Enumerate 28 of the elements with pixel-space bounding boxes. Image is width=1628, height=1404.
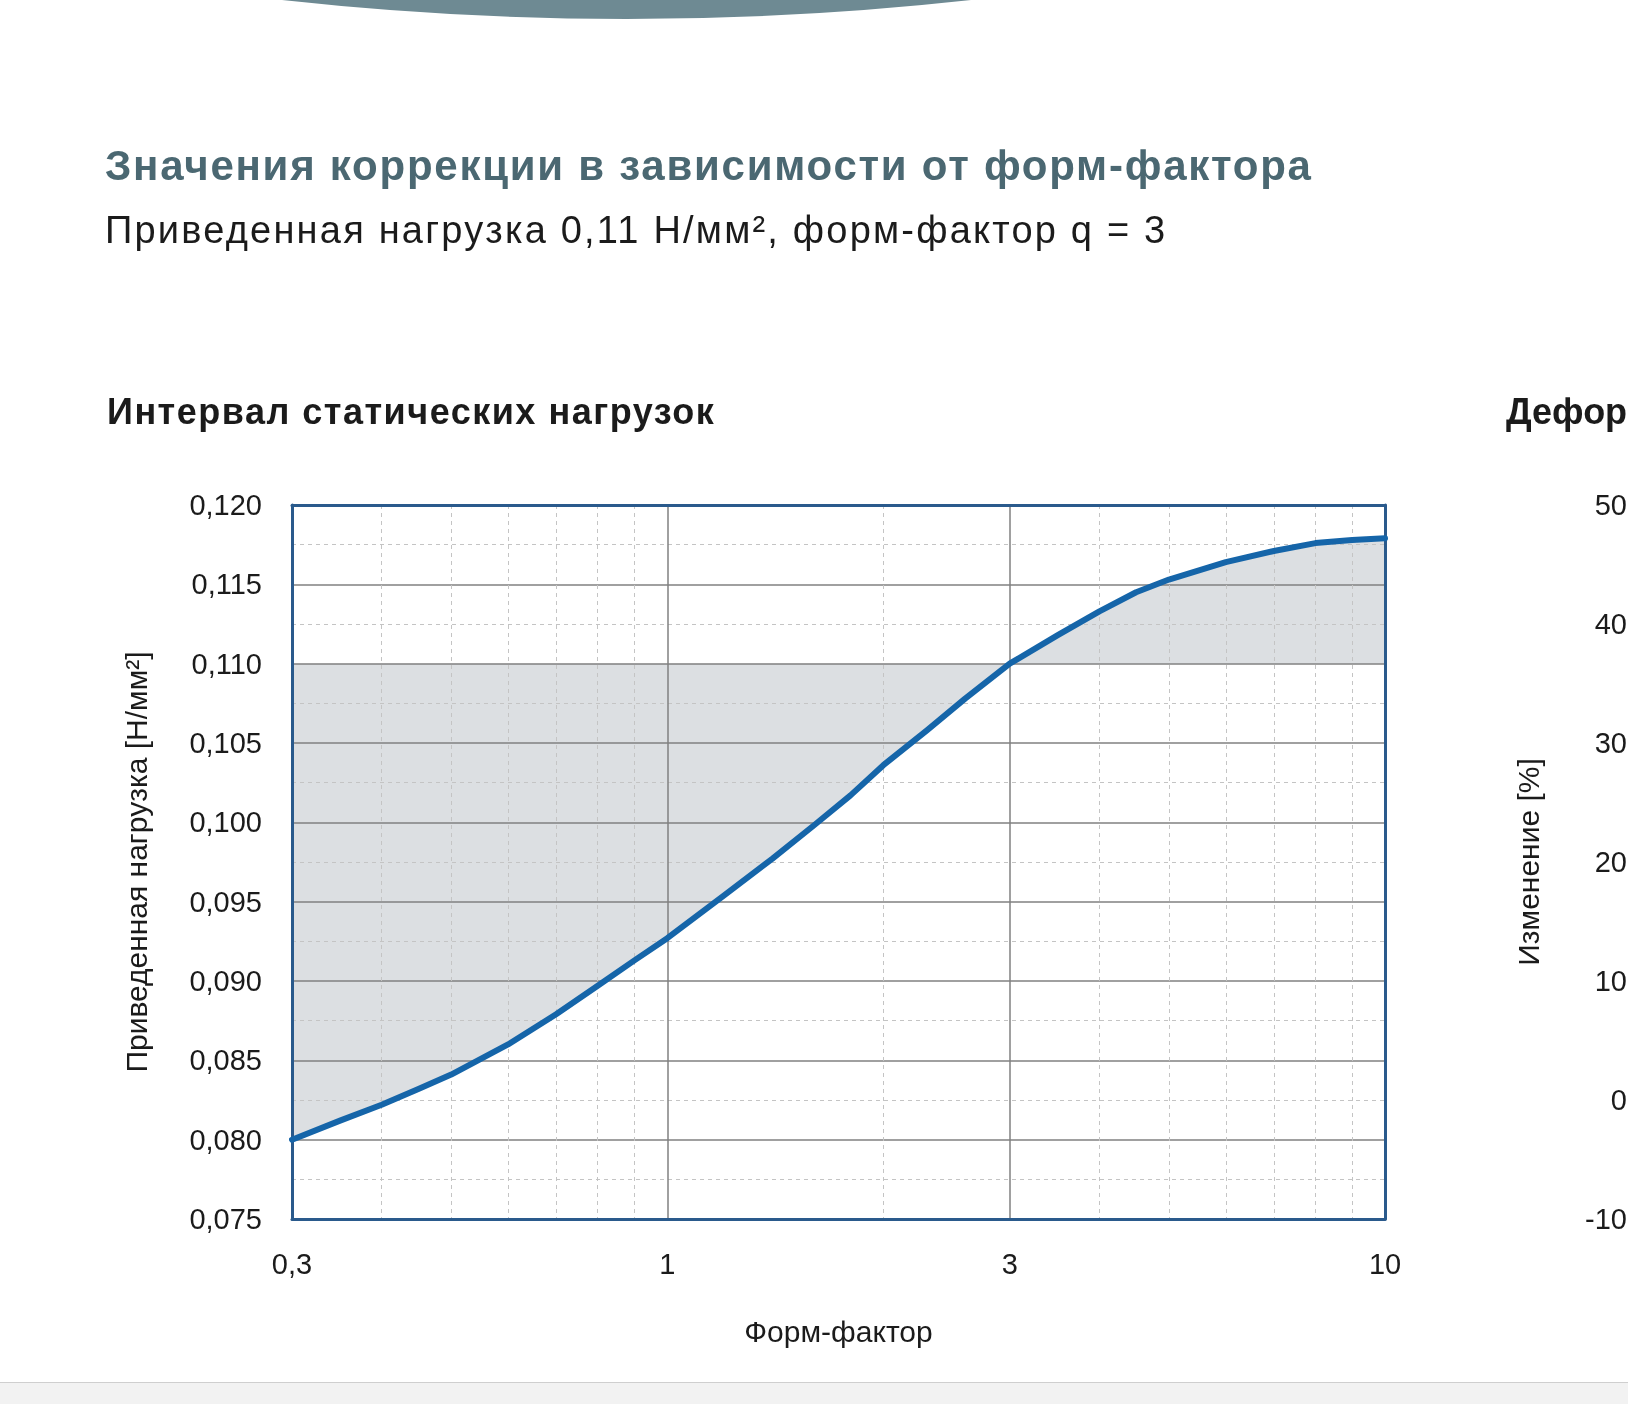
y-tick-label: 0,080 <box>189 1123 262 1156</box>
y-axis-title: Приведенная нагрузка [Н/мм²] <box>119 651 153 1073</box>
y-tick-label: 0,115 <box>191 568 262 601</box>
y-tick-label: 0,090 <box>189 965 262 997</box>
text: -10 <box>1585 1202 1627 1235</box>
y-tick-label: 0,085 <box>189 1044 262 1077</box>
y-tick-label: 0,100 <box>189 806 262 839</box>
x-tick-label: 10 <box>1368 1247 1402 1280</box>
x-tick-label: 3 <box>1001 1247 1018 1280</box>
text: 40 <box>1594 607 1627 640</box>
y-tick-label: 0,075 <box>189 1203 262 1235</box>
text: 30 <box>1594 726 1627 759</box>
text: Дефор <box>1506 391 1628 432</box>
y-tick-label: 0,105 <box>189 727 262 759</box>
x-tick-label: 0,3 <box>271 1247 313 1280</box>
text: 0 <box>1610 1083 1627 1116</box>
text: Значения коррекции в зависимости от форм-фактора <box>105 142 1313 189</box>
text: 20 <box>1594 845 1627 878</box>
x-tick-label: 1 <box>659 1247 676 1280</box>
y-tick-label: 0,110 <box>191 647 262 680</box>
x-axis-title: Форм-фактор <box>744 1314 933 1348</box>
text: 10 <box>1594 964 1627 997</box>
text: 50 <box>1594 488 1627 521</box>
y-tick-label: 0,095 <box>189 885 262 918</box>
y-tick-label: 0,120 <box>189 489 262 521</box>
text: Изменение [%] <box>1512 758 1545 966</box>
chart-title: Интервал статических нагрузок <box>107 391 716 432</box>
text: Приведенная нагрузка 0,11 Н/мм², форм-фактор q = 3 <box>105 209 1168 251</box>
